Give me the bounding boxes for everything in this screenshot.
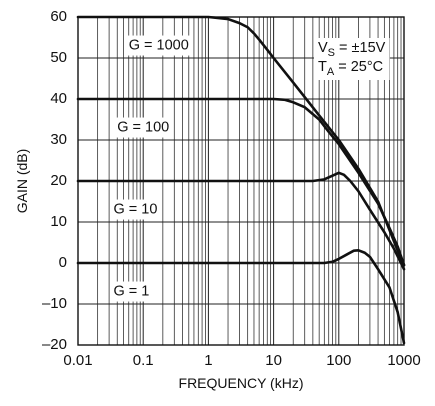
x-axis-title: FREQUENCY (kHz) <box>179 375 304 391</box>
series-label-background <box>110 199 161 220</box>
x-tick-label: 1 <box>204 352 212 369</box>
series-label: G = 100 <box>114 117 173 138</box>
x-tick-label: 0.1 <box>133 352 154 369</box>
y-tick-label: 30 <box>50 131 67 148</box>
y-tick-label: –20 <box>42 336 67 353</box>
y-tick-label: 10 <box>50 213 67 230</box>
series-line <box>76 171 406 271</box>
series-line <box>76 97 406 267</box>
conditions-annotation: VS = ±15V TA = 25°C <box>314 38 390 80</box>
y-tick-label: 50 <box>50 49 67 66</box>
series-label-background <box>125 35 192 56</box>
x-tick-label: 100 <box>326 352 351 369</box>
series-label-text: G = 1 <box>113 284 149 300</box>
x-tick-labels: 0.01 0.1 1 10 100 1000 <box>63 352 420 369</box>
conditions-background <box>314 38 390 80</box>
y-tick-label: 40 <box>50 90 67 107</box>
series-label: G = 1 <box>110 281 153 302</box>
y-tick-label: –10 <box>42 295 67 312</box>
y-tick-label: 0 <box>59 254 67 271</box>
y-tick-labels: 60 50 40 30 20 10 0 –10 –20 <box>42 8 67 353</box>
plot-frame <box>77 16 405 346</box>
series-label-background <box>110 281 153 302</box>
series-label: G = 1000 <box>125 35 192 56</box>
series-label-text: G = 100 <box>117 120 169 136</box>
series-label: G = 10 <box>110 199 161 220</box>
series-label-text: G = 10 <box>113 202 157 218</box>
y-tick-label: 20 <box>50 172 67 189</box>
series-label-text: G = 1000 <box>129 38 189 54</box>
series-labels: G = 1000 G = 100 G = 10 G = 1 <box>110 35 192 302</box>
series-line <box>76 248 406 345</box>
temperature-label: TA = 25°C <box>318 59 383 78</box>
y-axis-title: GAIN (dB) <box>14 149 30 214</box>
x-tick-label: 10 <box>265 352 282 369</box>
y-tick-label: 60 <box>50 8 67 25</box>
series-label-background <box>114 117 173 138</box>
x-tick-label: 1000 <box>387 352 420 369</box>
curves <box>76 15 406 345</box>
x-tick-label: 0.01 <box>63 352 92 369</box>
supply-voltage-label: VS = ±15V <box>318 40 386 59</box>
